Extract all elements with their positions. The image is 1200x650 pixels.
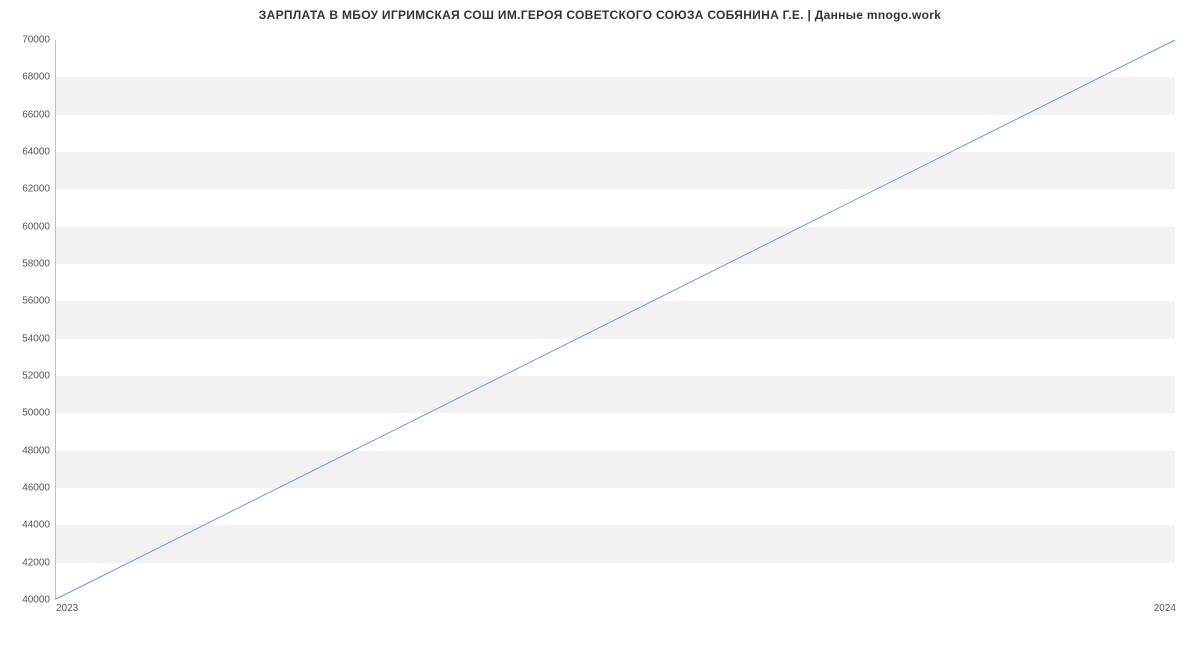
y-tick-label: 42000 [22, 557, 50, 568]
plot-area: 4000042000440004600048000500005200054000… [55, 40, 1175, 600]
y-tick-label: 56000 [22, 296, 50, 307]
y-tick-label: 40000 [22, 595, 50, 606]
y-tick-label: 64000 [22, 147, 50, 158]
y-tick-label: 44000 [22, 520, 50, 531]
y-tick-label: 58000 [22, 259, 50, 270]
y-tick-label: 54000 [22, 333, 50, 344]
y-tick-label: 60000 [22, 221, 50, 232]
y-tick-label: 50000 [22, 408, 50, 419]
line-series [56, 40, 1175, 599]
y-tick-label: 66000 [22, 109, 50, 120]
y-tick-label: 52000 [22, 371, 50, 382]
chart-title: ЗАРПЛАТА В МБОУ ИГРИМСКАЯ СОШ ИМ.ГЕРОЯ С… [0, 8, 1200, 22]
y-tick-label: 46000 [22, 483, 50, 494]
x-tick-label: 2023 [56, 603, 78, 614]
chart-container: ЗАРПЛАТА В МБОУ ИГРИМСКАЯ СОШ ИМ.ГЕРОЯ С… [0, 0, 1200, 650]
y-tick-label: 48000 [22, 445, 50, 456]
y-tick-label: 70000 [22, 35, 50, 46]
y-tick-label: 62000 [22, 184, 50, 195]
series-salary [56, 40, 1175, 599]
y-tick-label: 68000 [22, 72, 50, 83]
x-tick-label: 2024 [1154, 603, 1176, 614]
